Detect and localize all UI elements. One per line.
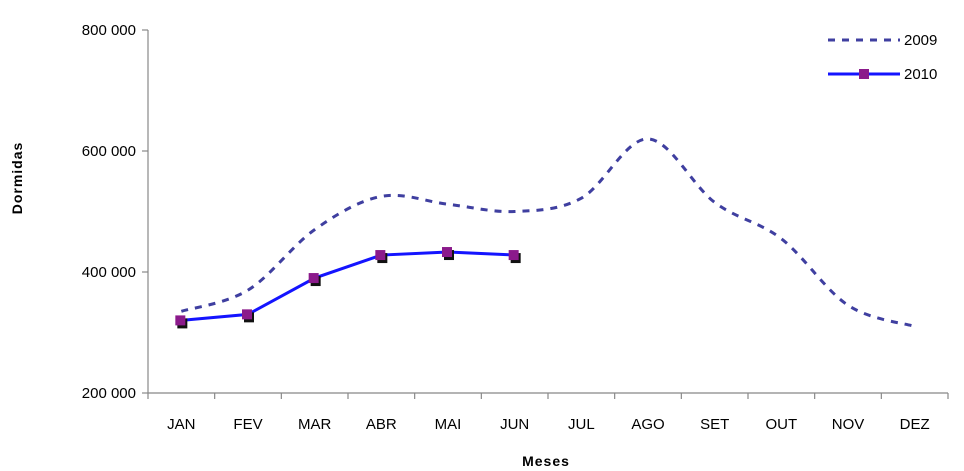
x-tick-label: JUN [500,416,529,433]
y-tick-label: 400 000 [82,264,136,281]
x-tick-label: OUT [765,416,797,433]
x-tick-label: DEZ [900,416,930,433]
y-axis: 200 000 400 000 600 000 800 000 [82,22,149,402]
legend-label-2009: 2009 [904,32,937,49]
x-tick-label: AGO [631,416,664,433]
x-tick-label: SET [700,416,729,433]
series-2010-line [181,250,515,322]
x-tick-label: JUL [568,416,595,433]
series-2009-line [180,137,916,328]
series-2010-marker [308,273,319,284]
legend: 2009 2010 [828,32,937,83]
series-2010-marker [508,250,519,261]
y-axis-title: Dormidas [9,142,25,215]
series-2010-marker [242,309,252,320]
series-2010-marker [442,247,452,258]
x-axis-title: Meses [522,453,570,469]
x-tick-label: ABR [366,416,397,433]
x-tick-label: MAR [298,416,332,433]
legend-label-2010: 2010 [904,66,937,83]
y-tick-label: 800 000 [82,22,136,39]
x-tick-label: MAI [435,416,462,433]
series-layer [175,137,916,329]
x-tick-label: FEV [233,416,262,433]
legend-2010-marker [859,69,869,79]
series-2010-marker [175,315,186,326]
y-tick-label: 200 000 [82,385,136,402]
x-tick-label: NOV [832,416,865,433]
series-2010-marker [375,250,386,261]
x-axis: JAN FEV MAR ABR MAI JUN JUL AGO SET OUT NOV DEZ [147,392,949,433]
x-tick-label: JAN [167,416,195,433]
y-tick-label: 600 000 [82,143,136,160]
